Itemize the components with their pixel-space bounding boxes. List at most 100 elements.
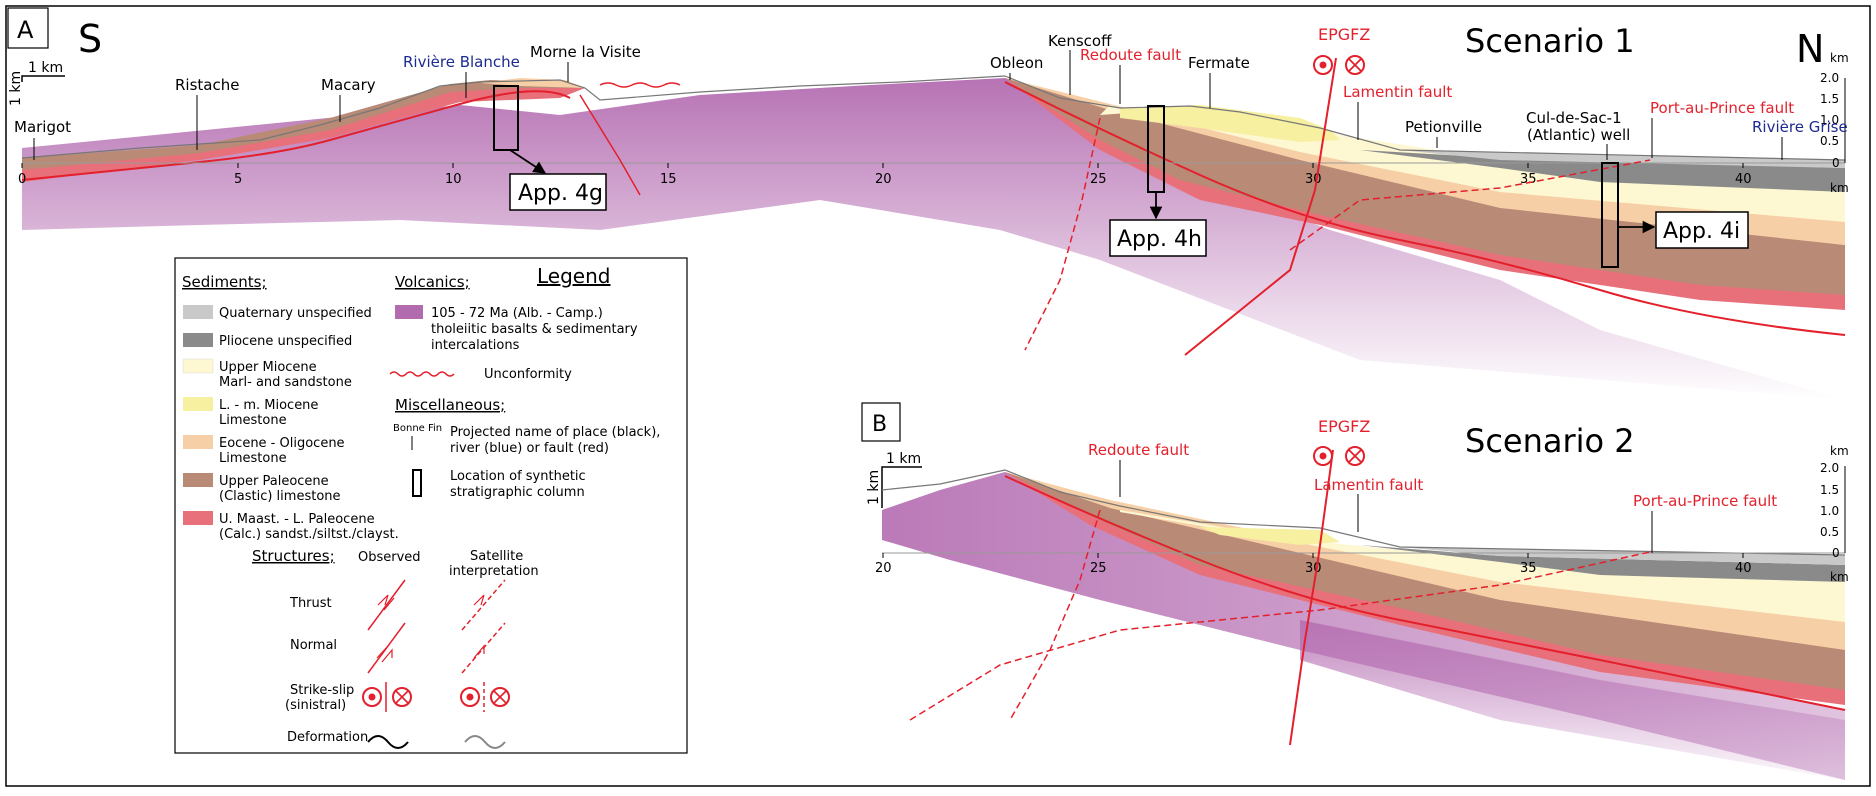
place-obleon: Obleon: [990, 54, 1043, 72]
place-marigot: Marigot: [14, 118, 71, 136]
legend-place-2: river (blue) or fault (red): [450, 441, 609, 456]
upper-paleocene-north: [1005, 78, 1845, 295]
legend-upper-paleocene-2: (Clastic) limestone: [219, 489, 341, 504]
x-label-b-20: 20: [875, 561, 892, 576]
fault-labels-b: EPGFZ Redoute fault Lamentin fault Port-…: [1088, 417, 1777, 553]
unconformity-symbol: [389, 371, 455, 377]
unconformity-north: [1004, 81, 1846, 336]
swatch-upper-paleocene: [183, 473, 213, 487]
fault-lamentin-a: Lamentin fault: [1343, 83, 1452, 101]
x-axis-a: 0 5 10 15 20 25 30 35 40: [18, 163, 1752, 187]
north-label: N: [1796, 27, 1824, 71]
column-box-4i: [1601, 162, 1619, 268]
thrust-satellite-arrows: [473, 594, 485, 606]
fault-epgfz-b: EPGFZ: [1318, 417, 1370, 436]
legend-volcanics-2: tholeiitic basalts & sedimentary: [431, 322, 638, 337]
app-4g-label: App. 4g: [518, 181, 603, 206]
elev-unit-b: km: [1830, 444, 1849, 458]
ss-observed-cross-mark: [395, 690, 409, 704]
elevation-axis-a: km 2.0 1.5 1.0 0.5 0 km: [1820, 51, 1849, 195]
app-4i-box: [1655, 211, 1749, 249]
elev-tick-a-2: 2.0: [1820, 71, 1839, 85]
legend-upper-miocene-2: Marl- and sandstone: [219, 375, 352, 390]
quaternary-b: [1400, 547, 1845, 565]
ss-observed-dot-center: [368, 693, 376, 701]
x-label-b-35: 35: [1520, 561, 1537, 576]
thrust-observed-arrows: [377, 594, 395, 611]
swatch-volcanics: [395, 305, 423, 319]
misc-heading: Miscellaneous;: [395, 396, 505, 414]
legend-strike-slip-2: (sinistral): [285, 698, 346, 713]
elev-tick-b-1-5: 1.5: [1820, 483, 1839, 497]
legend-box: [174, 257, 688, 754]
eocene-oligocene-b: [1005, 472, 1845, 650]
x-label-a-5: 5: [234, 172, 242, 187]
swatch-upper-miocene: [182, 358, 214, 374]
fault-redoute-a: Redoute fault: [1080, 46, 1181, 64]
fault-redoute-b: Redoute fault: [1088, 441, 1189, 459]
elev-tick-a-1: 1.0: [1820, 113, 1839, 127]
lamentin-fault-b: [909, 551, 1651, 721]
swatch-quaternary: [183, 305, 213, 319]
topography-south: [21, 75, 1006, 159]
x-label-a-0: 0: [18, 172, 26, 187]
ss-satellite-dot-center: [466, 693, 474, 701]
south-normal-fault-a: [579, 94, 641, 196]
x-axis-b: 20 25 30 35 40: [875, 553, 1752, 576]
fault-port-au-prince-a: Port-au-Prince fault: [1650, 99, 1794, 117]
normal-satellite-arrows: [473, 644, 485, 659]
x-label-b-30: 30: [1305, 561, 1322, 576]
legend-maast-1: U. Maast. - L. Paleocene: [219, 512, 375, 527]
legend-eocene-1: Eocene - Oligocene: [219, 436, 345, 451]
volcanic-basement-a: [22, 78, 1845, 400]
app-4g-box: [509, 173, 607, 211]
figure-border: [5, 5, 1871, 787]
place-macary: Macary: [321, 76, 376, 94]
legend-satellite-1: Satellite: [470, 549, 523, 564]
fault-labels-a: EPGFZ Redoute fault Lamentin fault Port-…: [1080, 25, 1794, 158]
panel-a: A S N Scenario 1 1 km 1 km: [7, 7, 1849, 400]
epgfz-fault-b: [1289, 449, 1334, 746]
legend-maast-2: (Calc.) sandst./siltst./clayst.: [219, 527, 399, 542]
strike-slip-dot-center-b: [1319, 452, 1327, 460]
elev-tick-b-0-5: 0.5: [1820, 525, 1839, 539]
depth-unit-b: km: [1830, 570, 1849, 584]
legend-normal: Normal: [290, 638, 337, 653]
scale-horizontal-a: 1 km: [28, 60, 63, 76]
thrust-observed: [367, 579, 406, 631]
place-labels-a: Marigot Ristache Macary Rivière Blanche …: [14, 32, 1848, 160]
swatch-lm-miocene: [183, 397, 213, 411]
elev-tick-b-1: 1.0: [1820, 504, 1839, 518]
deformation-satellite: [464, 735, 506, 749]
elev-unit-a: km: [1830, 51, 1849, 65]
thrust-satellite: [461, 579, 506, 631]
panel-a-letter-box: [7, 7, 49, 49]
legend-title: Legend: [537, 264, 610, 288]
place-fermate: Fermate: [1188, 54, 1250, 72]
fault-lamentin-b: Lamentin fault: [1314, 476, 1423, 494]
place-atlantic-well: (Atlantic) well: [1527, 126, 1630, 144]
legend-lm-miocene-2: Limestone: [219, 413, 287, 428]
app-4h-label: App. 4h: [1117, 227, 1202, 252]
x-label-b-25: 25: [1090, 561, 1107, 576]
elev-tick-a-0-5: 0.5: [1820, 134, 1839, 148]
depth-unit-a: km: [1830, 181, 1849, 195]
upper-paleocene-south: [22, 80, 585, 170]
lm-miocene-north: [1120, 105, 1340, 142]
scale-bar-a: [21, 75, 65, 82]
epgfz-fault-a: [1184, 57, 1337, 356]
ss-satellite-cross-mark: [493, 690, 507, 704]
legend-upper-miocene-1: Upper Miocene: [219, 360, 317, 375]
deformation-observed: [367, 735, 409, 749]
strike-slip-cross-mark-a: [1348, 58, 1362, 72]
fault-epgfz-a: EPGFZ: [1318, 25, 1370, 44]
elevation-axis-b: km 2.0 1.5 1.0 0.5 0 km: [1820, 444, 1849, 584]
scenario-2-title: Scenario 2: [1465, 422, 1635, 460]
south-label: S: [78, 17, 102, 61]
legend-observed: Observed: [358, 550, 421, 565]
legend-lm-miocene-1: L. - m. Miocene: [219, 398, 318, 413]
legend: Legend Sediments; Quaternary unspecified…: [174, 257, 688, 754]
legend-pliocene: Pliocene unspecified: [219, 334, 352, 349]
app-4i-label: App. 4i: [1663, 219, 1740, 244]
legend-column-2: stratigraphic column: [450, 485, 585, 500]
